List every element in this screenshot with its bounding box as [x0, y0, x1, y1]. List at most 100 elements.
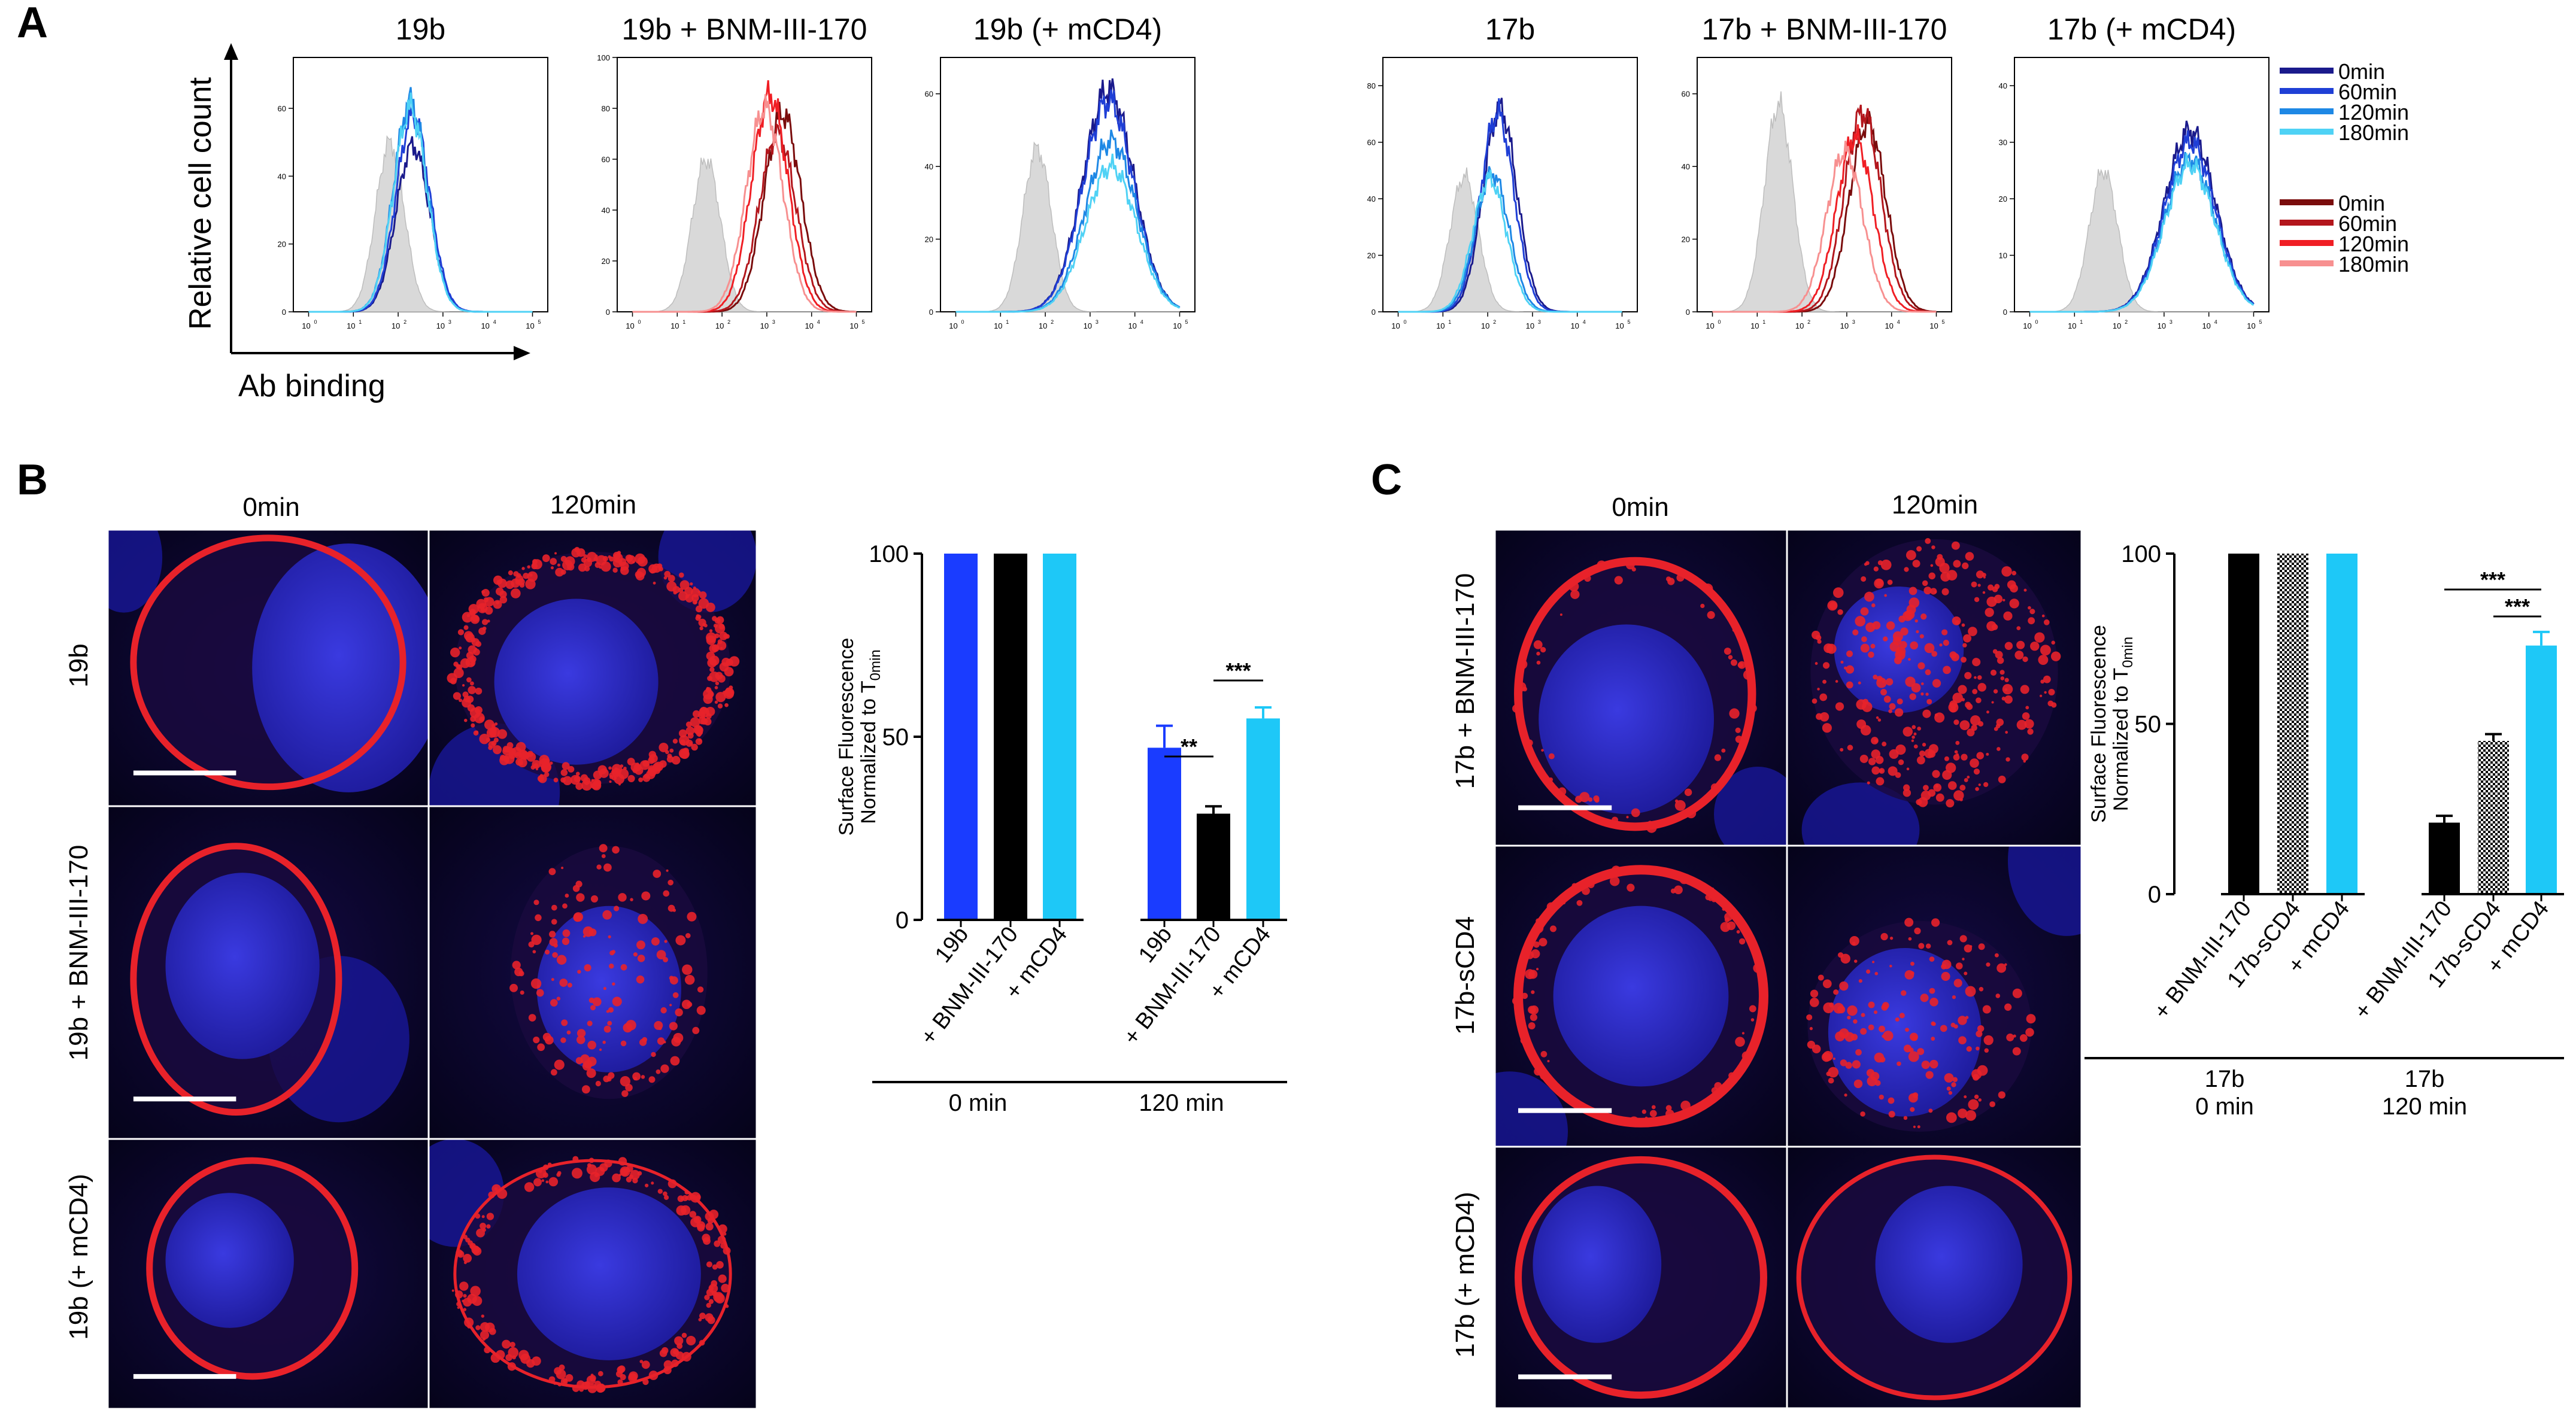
- punctum: [715, 692, 726, 703]
- punctum: [1888, 766, 1898, 776]
- punctum: [2047, 700, 2054, 707]
- punctum: [1946, 799, 1955, 808]
- punctum: [599, 844, 608, 853]
- punctum: [723, 1247, 731, 1255]
- punctum: [1722, 907, 1726, 911]
- punctum: [2004, 695, 2013, 704]
- punctum: [471, 723, 475, 728]
- punctum: [1512, 704, 1521, 713]
- punctum: [1965, 1110, 1977, 1121]
- punctum: [2041, 614, 2045, 618]
- punctum: [1898, 759, 1904, 765]
- punctum: [1958, 685, 1967, 694]
- punctum: [590, 895, 599, 903]
- punctum: [520, 990, 524, 995]
- bar-1: [2228, 554, 2259, 894]
- panel-c-micrographs: [1494, 528, 2083, 1409]
- punctum: [1822, 979, 1832, 989]
- punctum: [1539, 938, 1548, 947]
- punctum: [1525, 1032, 1528, 1036]
- punctum: [554, 1059, 565, 1070]
- punctum: [1953, 719, 1959, 725]
- punctum: [1945, 762, 1956, 773]
- punctum: [723, 633, 729, 639]
- punctum: [709, 655, 720, 666]
- punctum: [614, 906, 620, 912]
- punctum: [1876, 676, 1883, 682]
- bar-1: [944, 554, 978, 920]
- punctum: [1967, 776, 1970, 779]
- punctum: [1948, 1090, 1953, 1095]
- punctum: [1816, 634, 1822, 641]
- punctum: [2004, 677, 2009, 682]
- punctum: [1916, 630, 1919, 634]
- punctum: [659, 742, 669, 752]
- punctum: [1806, 1014, 1813, 1020]
- punctum: [481, 590, 486, 594]
- panel-a-axis-arrows: [224, 43, 530, 360]
- punctum: [592, 997, 602, 1007]
- punctum: [1922, 743, 1926, 747]
- punctum: [1576, 900, 1583, 906]
- punctum: [1876, 716, 1879, 719]
- punctum: [527, 751, 533, 758]
- y-tick-label: 0: [896, 907, 909, 934]
- punctum: [1894, 708, 1904, 717]
- punctum: [1611, 865, 1621, 875]
- punctum: [595, 1166, 605, 1176]
- punctum: [481, 619, 489, 625]
- punctum: [470, 662, 475, 667]
- punctum: [667, 879, 673, 886]
- x-tick-exponent: 4: [2214, 319, 2217, 325]
- x-tick-label: 10: [1750, 321, 1759, 330]
- punctum: [2050, 651, 2061, 661]
- punctum: [1880, 559, 1892, 570]
- punctum: [1874, 739, 1879, 743]
- legend-label-blue: 60min: [2338, 80, 2397, 104]
- punctum: [590, 785, 593, 788]
- punctum: [603, 863, 612, 872]
- punctum: [675, 935, 686, 946]
- punctum: [1958, 1036, 1967, 1045]
- y-tick-label: 60: [1682, 90, 1690, 99]
- punctum: [556, 955, 567, 965]
- y-tick-label: 0: [282, 308, 286, 317]
- punctum: [1895, 1017, 1900, 1022]
- punctum: [689, 742, 693, 746]
- punctum: [1903, 784, 1910, 791]
- y-tick-label: 20: [1999, 195, 2007, 203]
- punctum: [456, 1301, 462, 1307]
- punctum: [1883, 695, 1891, 703]
- punctum: [1925, 1071, 1934, 1079]
- punctum: [463, 1254, 472, 1263]
- histogram-series-120min: [955, 129, 1181, 313]
- punctum: [672, 992, 679, 998]
- punctum: [1724, 903, 1728, 908]
- punctum: [1700, 603, 1705, 609]
- punctum: [2051, 640, 2055, 645]
- punctum: [2016, 640, 2025, 649]
- punctum: [1887, 579, 1893, 585]
- punctum: [695, 605, 703, 613]
- punctum: [1955, 740, 1960, 745]
- x-tick-exponent: 1: [1006, 319, 1009, 325]
- punctum: [1744, 643, 1748, 647]
- punctum: [457, 629, 465, 636]
- punctum: [1947, 781, 1957, 790]
- punctum: [1982, 573, 1986, 578]
- punctum: [1976, 570, 1985, 579]
- punctum: [1925, 943, 1931, 949]
- punctum: [1846, 681, 1853, 689]
- punctum: [1911, 725, 1916, 730]
- punctum: [725, 1304, 729, 1308]
- punctum: [1741, 1051, 1751, 1061]
- punctum: [1889, 703, 1896, 710]
- punctum: [1978, 783, 1981, 786]
- punctum: [1889, 642, 1900, 652]
- punctum: [467, 1324, 472, 1329]
- punctum: [658, 1026, 662, 1031]
- punctum: [670, 1056, 680, 1066]
- punctum: [633, 952, 638, 957]
- histogram-6: 17b (+ mCD4) 10 0 10 1 10 2 10 3 10 4 10 5 0 10 20 30 40: [1999, 13, 2269, 330]
- neighbour-nucleus: [1714, 767, 1787, 846]
